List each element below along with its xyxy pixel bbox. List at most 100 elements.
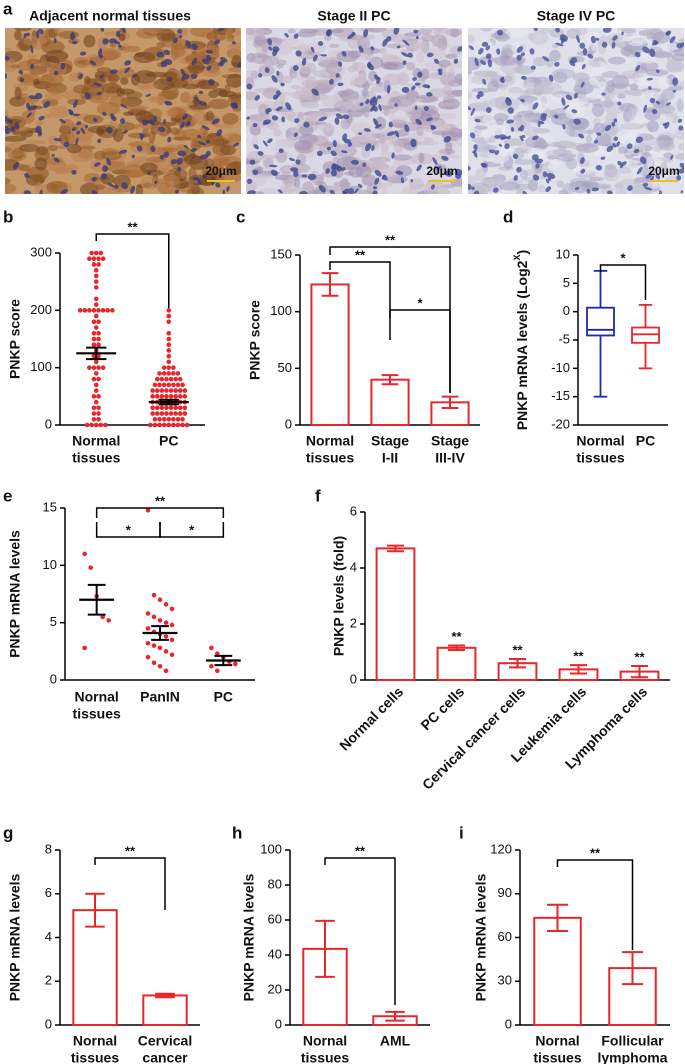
tissue <box>222 113 239 125</box>
tissue <box>351 74 367 86</box>
tissue <box>227 41 241 52</box>
nucleus <box>542 171 548 178</box>
nucleus <box>176 158 184 165</box>
nucleus <box>246 190 256 194</box>
nucleus <box>166 76 173 82</box>
nucleus <box>555 28 561 33</box>
nucleus <box>374 169 382 177</box>
tissue <box>5 47 12 52</box>
nucleus <box>662 122 668 126</box>
bar-annotation: ** <box>573 649 584 664</box>
tissue <box>189 153 197 159</box>
nucleus <box>268 46 273 51</box>
nucleus <box>24 173 30 179</box>
tissue <box>150 122 159 136</box>
data-point <box>100 308 106 313</box>
data-point <box>171 422 176 428</box>
x-tick-label: Nornal <box>535 1033 579 1049</box>
data-point <box>145 626 151 631</box>
nucleus <box>587 53 594 59</box>
nucleus <box>267 38 273 46</box>
tissue <box>120 76 129 85</box>
data-point <box>93 313 99 319</box>
nucleus <box>91 189 98 194</box>
tissue <box>593 122 605 135</box>
nucleus <box>99 74 105 79</box>
nucleus <box>70 31 76 41</box>
tissue <box>108 95 129 108</box>
data-point <box>151 660 157 666</box>
nucleus <box>613 136 619 141</box>
data-point <box>168 376 174 382</box>
tissue <box>106 74 121 82</box>
nucleus <box>590 35 596 44</box>
x-tick-label: Follicular <box>601 1033 664 1049</box>
tissue <box>474 125 489 130</box>
nucleus <box>645 173 652 179</box>
error-bar <box>158 398 179 406</box>
nucleus <box>532 174 540 181</box>
data-point <box>166 330 172 336</box>
nucleus <box>231 102 238 108</box>
nucleus <box>627 185 633 192</box>
tissue <box>418 152 425 164</box>
data-point <box>171 371 176 376</box>
nucleus <box>666 102 671 106</box>
nucleus <box>522 190 528 194</box>
tissue <box>444 53 458 59</box>
significance-label: * <box>417 295 423 310</box>
micrograph <box>468 28 684 194</box>
nucleus <box>10 126 16 133</box>
data-point <box>106 618 111 623</box>
tissue <box>474 130 490 136</box>
y-tick-label: 150 <box>270 246 292 261</box>
nucleus <box>357 183 363 188</box>
nucleus <box>363 29 369 38</box>
nucleus <box>617 160 622 166</box>
y-tick-label: 50 <box>278 360 292 375</box>
nucleus <box>565 94 573 101</box>
y-tick-label: 8 <box>45 841 52 856</box>
data-point <box>180 382 185 388</box>
x-tick-label: PC <box>214 689 233 705</box>
data-point <box>150 394 155 399</box>
data-point <box>93 359 99 365</box>
label-sup: X <box>512 255 522 261</box>
nucleus <box>23 33 27 39</box>
nucleus <box>222 189 226 194</box>
tissue <box>246 176 267 187</box>
significance-label: * <box>126 522 132 537</box>
nucleus <box>423 105 429 111</box>
tissue <box>164 174 180 186</box>
data-point <box>171 365 176 370</box>
tissue <box>522 78 536 90</box>
bar-annotation: ** <box>512 642 523 657</box>
tissue <box>316 56 337 64</box>
nucleus <box>278 148 284 154</box>
nucleus <box>263 119 272 125</box>
data-point <box>157 416 162 422</box>
nucleus <box>124 60 131 66</box>
tissue <box>486 124 507 135</box>
tissue <box>101 82 122 94</box>
tissue <box>438 59 451 68</box>
nucleus <box>374 124 382 129</box>
nucleus <box>438 70 443 76</box>
nucleus <box>621 161 627 166</box>
x-tick-label: Normal <box>72 433 120 449</box>
nucleus <box>400 177 405 184</box>
nucleus <box>93 117 98 123</box>
tissue <box>604 164 618 178</box>
nucleus <box>337 82 344 87</box>
nucleus <box>586 188 591 194</box>
nucleus <box>198 101 208 106</box>
x-tick-label: Cervical cancer cells <box>419 683 528 792</box>
significance-bracket <box>159 522 225 538</box>
nucleus <box>51 153 55 157</box>
data-point <box>88 565 93 570</box>
data-point <box>166 308 172 313</box>
nucleus <box>69 110 74 116</box>
tissue <box>468 69 473 75</box>
nucleus <box>643 104 647 113</box>
nucleus <box>635 64 641 72</box>
